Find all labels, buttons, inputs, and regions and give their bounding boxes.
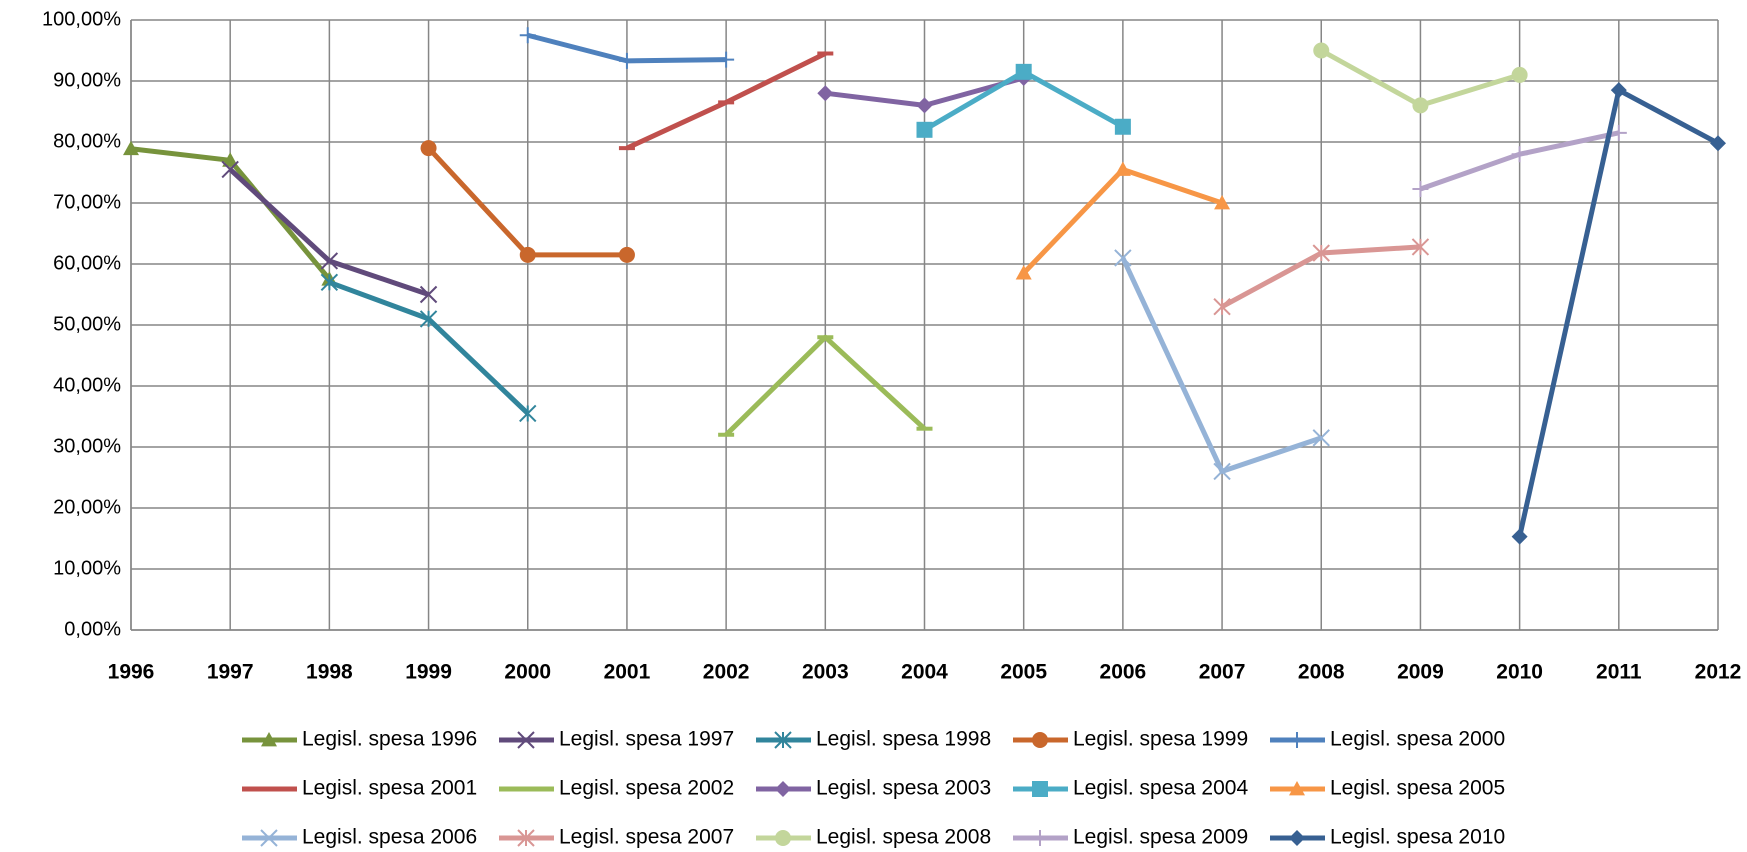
marker xyxy=(1213,297,1231,316)
legend-label: Legisl. spesa 2003 xyxy=(816,777,991,800)
x-tick-label: 2005 xyxy=(1000,661,1047,684)
marker xyxy=(817,85,834,102)
marker xyxy=(718,51,735,68)
legend-label: Legisl. spesa 2009 xyxy=(1073,826,1248,849)
x-tick-label: 2006 xyxy=(1100,661,1147,684)
legend-label: Legisl. spesa 2007 xyxy=(559,826,734,849)
marker xyxy=(420,140,437,157)
marker xyxy=(123,140,139,156)
legend-marker xyxy=(260,829,278,847)
legend-label: Legisl. spesa 2004 xyxy=(1073,777,1248,800)
marker xyxy=(222,152,239,167)
marker xyxy=(519,404,537,423)
legend-label: Legisl. spesa 1996 xyxy=(302,728,477,751)
marker xyxy=(1511,66,1528,83)
legend-marker xyxy=(1032,732,1048,748)
marker xyxy=(1312,244,1330,262)
x-tick-label: 1996 xyxy=(108,661,155,684)
marker xyxy=(1710,135,1726,152)
marker xyxy=(1214,195,1231,210)
marker xyxy=(320,273,339,292)
x-tick-label: 2009 xyxy=(1397,661,1444,684)
marker xyxy=(1412,180,1429,197)
x-tick-label: 2012 xyxy=(1695,661,1742,684)
marker xyxy=(1610,82,1627,99)
legend-label: Legisl. spesa 2010 xyxy=(1330,826,1505,849)
marker xyxy=(1511,146,1528,163)
marker xyxy=(1511,528,1528,545)
legend-marker xyxy=(1289,830,1305,846)
marker xyxy=(1015,63,1032,80)
legend-marker xyxy=(517,731,535,749)
marker xyxy=(916,97,933,114)
marker xyxy=(916,121,933,138)
marker xyxy=(618,246,635,263)
x-tick-label: 1998 xyxy=(306,661,353,684)
marker xyxy=(519,246,536,263)
legend-marker xyxy=(1032,781,1048,797)
x-tick-label: 2003 xyxy=(802,661,849,684)
marker xyxy=(618,52,635,69)
legend-label: Legisl. spesa 1999 xyxy=(1073,728,1248,751)
legend-label: Legisl. spesa 2001 xyxy=(302,777,477,800)
x-tick-label: 2004 xyxy=(901,661,948,684)
x-tick-label: 2011 xyxy=(1596,661,1642,684)
marker xyxy=(1114,249,1132,267)
y-tick-label: 10,00% xyxy=(53,557,121,579)
x-tick-label: 2002 xyxy=(703,661,750,684)
legend-marker xyxy=(1032,830,1048,846)
y-tick-label: 80,00% xyxy=(53,130,121,152)
x-tick-label: 2000 xyxy=(504,661,551,684)
marker xyxy=(1114,161,1131,176)
marker xyxy=(1313,42,1330,59)
marker xyxy=(221,160,239,179)
marker xyxy=(1411,238,1430,256)
legend-label: Legisl. spesa 2000 xyxy=(1330,728,1505,751)
legend-label: Legisl. spesa 1997 xyxy=(559,728,734,751)
y-tick-label: 30,00% xyxy=(53,435,121,457)
marker xyxy=(1114,118,1131,135)
legend-label: Legisl. spesa 2006 xyxy=(302,826,477,849)
legend-label: Legisl. spesa 1998 xyxy=(816,728,991,751)
legend-label: Legisl. spesa 2002 xyxy=(559,777,734,800)
marker xyxy=(320,252,339,270)
y-tick-label: 70,00% xyxy=(53,191,121,213)
legend-marker xyxy=(517,829,535,847)
y-tick-label: 40,00% xyxy=(53,374,121,396)
legend-marker xyxy=(774,731,792,749)
marker xyxy=(519,27,536,44)
y-tick-label: 60,00% xyxy=(53,252,121,274)
y-tick-label: 90,00% xyxy=(53,69,121,91)
legend-marker xyxy=(775,830,791,846)
marker xyxy=(1312,429,1330,447)
marker xyxy=(1213,462,1231,481)
legend-label: Legisl. spesa 2008 xyxy=(816,826,991,849)
marker xyxy=(1610,124,1627,141)
x-tick-label: 2008 xyxy=(1298,661,1345,684)
y-tick-label: 100,00% xyxy=(42,8,121,30)
y-tick-label: 0,00% xyxy=(64,618,121,640)
marker xyxy=(419,310,438,328)
legend-marker xyxy=(1289,732,1305,748)
legend-marker xyxy=(1289,781,1305,796)
x-tick-label: 2007 xyxy=(1199,661,1246,684)
legend-marker xyxy=(261,732,277,747)
legend-label: Legisl. spesa 2005 xyxy=(1330,777,1505,800)
x-tick-label: 1999 xyxy=(405,661,452,684)
y-tick-label: 20,00% xyxy=(53,496,121,518)
y-tick-label: 50,00% xyxy=(53,313,121,335)
legend-marker xyxy=(775,781,791,797)
marker xyxy=(419,285,438,304)
x-tick-label: 2010 xyxy=(1496,661,1543,684)
marker xyxy=(1015,265,1032,280)
x-tick-label: 2001 xyxy=(604,661,651,684)
marker xyxy=(1412,97,1429,114)
x-tick-label: 1997 xyxy=(207,661,254,684)
